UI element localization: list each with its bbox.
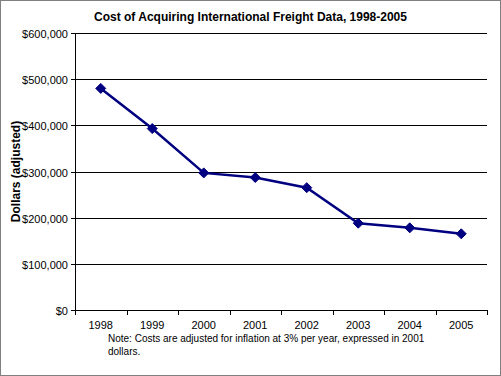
data-marker (96, 83, 106, 93)
data-line (101, 88, 462, 233)
y-axis-label: Dollars (adjusted) (9, 121, 23, 222)
x-tick-label: 2004 (398, 319, 422, 331)
x-tick (436, 310, 437, 315)
x-tick (178, 310, 179, 315)
data-marker (199, 168, 209, 178)
chart-frame (1, 1, 501, 376)
x-tick (487, 310, 488, 315)
x-tick-label: 1999 (140, 319, 164, 331)
y-tick (71, 310, 75, 311)
x-tick-label: 2000 (192, 319, 216, 331)
plot-area (96, 83, 467, 238)
y-tick (71, 264, 75, 265)
chart-note: Note: Costs are adjusted for inflation a… (108, 332, 448, 358)
x-tick-label: 2005 (449, 319, 473, 331)
data-marker (147, 124, 157, 134)
y-tick-label: $600,000 (22, 28, 68, 40)
grid-line (75, 172, 487, 173)
y-tick-label: $100,000 (22, 259, 68, 271)
data-marker (456, 229, 466, 239)
x-tick (127, 310, 128, 315)
data-marker (405, 223, 415, 233)
y-tick-label: $300,000 (22, 167, 68, 179)
chart-title: Cost of Acquiring International Freight … (94, 10, 407, 24)
y-tick (71, 79, 75, 80)
grid-line (75, 264, 487, 265)
y-tick-label: $0 (56, 305, 68, 317)
chart-svg: Cost of Acquiring International Freight … (0, 0, 501, 376)
x-tick-label: 1998 (89, 319, 113, 331)
y-tick (71, 218, 75, 219)
grid-line (75, 33, 487, 34)
y-tick-label: $400,000 (22, 120, 68, 132)
y-tick (71, 125, 75, 126)
x-tick (75, 310, 76, 315)
x-tick (384, 310, 385, 315)
y-tick (71, 172, 75, 173)
x-tick-label: 2002 (295, 319, 319, 331)
data-marker (353, 218, 363, 228)
x-tick (281, 310, 282, 315)
x-tick-label: 2001 (243, 319, 267, 331)
grid-line (75, 79, 487, 80)
y-tick (71, 33, 75, 34)
y-axis-line (75, 33, 76, 310)
data-marker (250, 173, 260, 183)
data-marker (302, 183, 312, 193)
y-tick-label: $500,000 (22, 74, 68, 86)
x-tick-label: 2003 (346, 319, 370, 331)
x-tick (333, 310, 334, 315)
chart-root: Cost of Acquiring International Freight … (0, 0, 501, 376)
y-tick-label: $200,000 (22, 213, 68, 225)
grid-line (75, 218, 487, 219)
grid-line (75, 125, 487, 126)
x-tick (230, 310, 231, 315)
